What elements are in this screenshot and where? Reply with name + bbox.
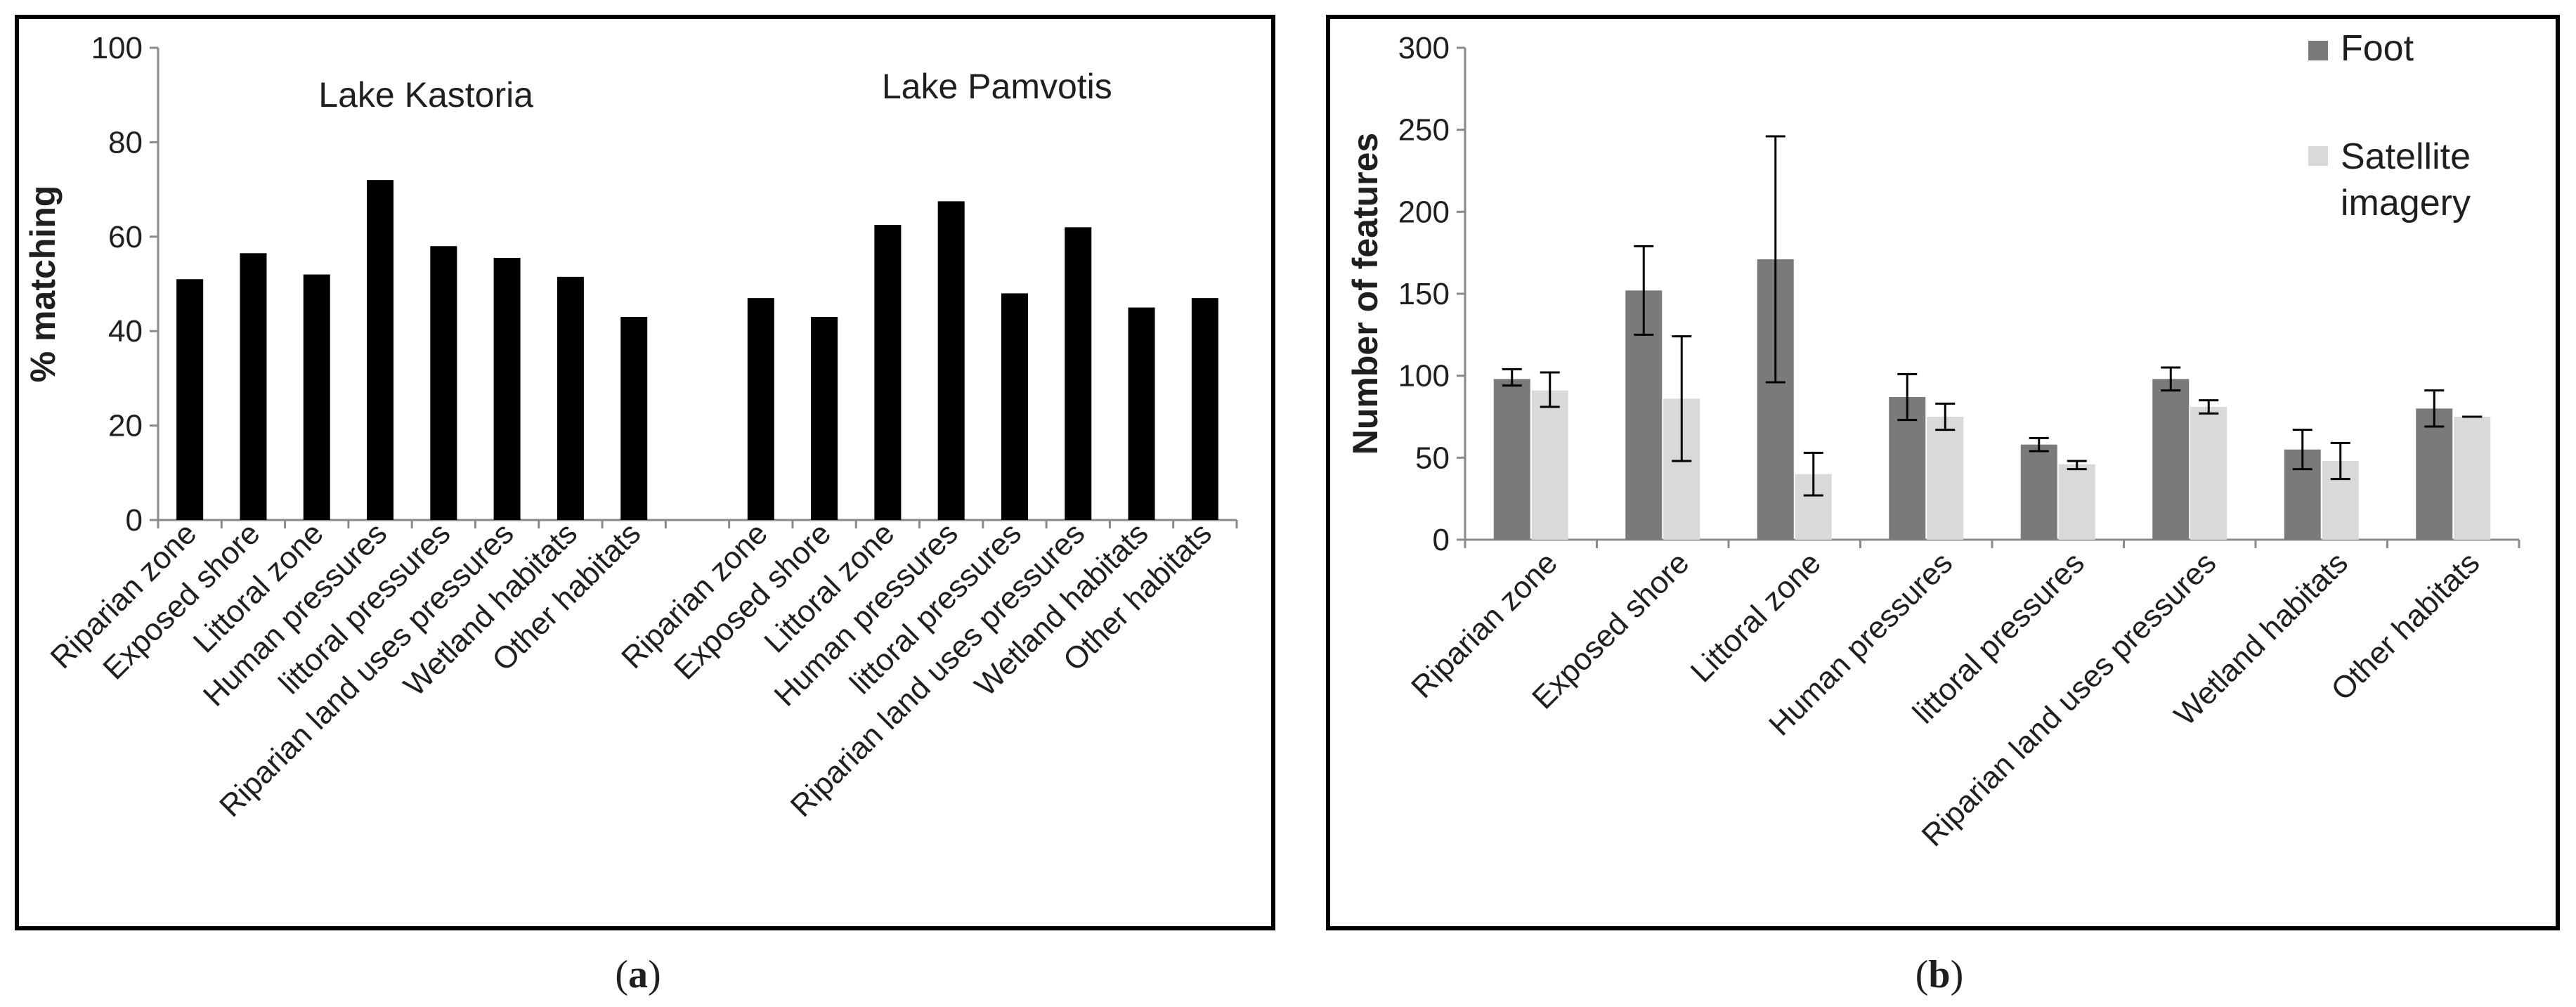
y-tick-label: 100 [1398,359,1450,394]
bar-lake-kastoria-littoral-zone [303,274,330,520]
y-axis-title: Number of features [1346,133,1385,455]
y-tick-label: 100 [91,31,143,65]
bar-foot-littoral-pressures [2020,444,2057,540]
y-tick-label: 300 [1398,31,1450,65]
bar-foot-other-habitats [2416,408,2453,540]
bar-lake-kastoria-exposed-shore [240,253,267,520]
y-tick-label: 80 [108,125,143,160]
legend-swatch-foot [2308,41,2328,60]
y-tick-label: 20 [108,409,143,443]
bar-satellite-imagery-riparian-land-uses-pressures [2190,407,2227,540]
y-tick-label: 200 [1398,195,1450,229]
bar-lake-kastoria-littoral-pressures [430,246,457,520]
bar-satellite-imagery-littoral-pressures [2058,464,2095,540]
bar-lake-kastoria-human-pressures [367,180,394,520]
y-axis-title: % matching [23,186,63,383]
bar-foot-riparian-land-uses-pressures [2152,379,2190,540]
panel-b-caption: (b) [1915,953,1963,996]
bar-lake-kastoria-riparian-land-uses-pressures [493,258,521,520]
bar-lake-pamvotis-human-pressures [937,201,965,520]
y-tick-label: 0 [1433,523,1450,557]
panel-b-frame [1326,15,2560,930]
bar-satellite-imagery-other-habitats [2454,417,2491,540]
bar-lake-pamvotis-riparian-zone [747,298,774,520]
legend-label-foot: Foot [2341,28,2414,69]
legend-label-satellite-line1: Satellite [2341,136,2471,177]
bar-lake-pamvotis-other-habitats [1191,298,1218,520]
y-tick-label: 150 [1398,277,1450,311]
y-tick-label: 50 [1415,441,1450,475]
y-tick-label: 0 [126,503,143,538]
bar-foot-riparian-zone [1493,379,1530,540]
group-title-lake-pamvotis: Lake Pamvotis [882,67,1112,106]
bar-satellite-imagery-human-pressures [1927,417,1964,540]
group-title-lake-kastoria: Lake Kastoria [318,75,533,115]
y-tick-label: 40 [108,314,143,349]
bar-lake-pamvotis-wetland-habitats [1128,307,1155,520]
bar-lake-kastoria-riparian-zone [176,279,204,520]
x-tick-label-littoral-zone: Littoral zone [1684,545,1828,689]
legend-swatch-satellite [2308,146,2328,166]
bar-lake-pamvotis-exposed-shore [811,317,838,520]
bar-lake-kastoria-other-habitats [620,317,648,520]
bar-satellite-imagery-riparian-zone [1531,390,1568,540]
panel-a-caption: (a) [615,953,661,996]
bar-lake-kastoria-wetland-habitats [557,276,584,520]
bar-lake-pamvotis-littoral-zone [874,225,902,520]
y-tick-label: 250 [1398,113,1450,148]
legend-label-satellite-line2: imagery [2341,183,2471,223]
panel-a-frame [15,15,1275,930]
bar-lake-pamvotis-littoral-pressures [1001,293,1028,520]
y-tick-label: 60 [108,220,143,254]
bar-lake-pamvotis-riparian-land-uses-pressures [1065,227,1092,520]
